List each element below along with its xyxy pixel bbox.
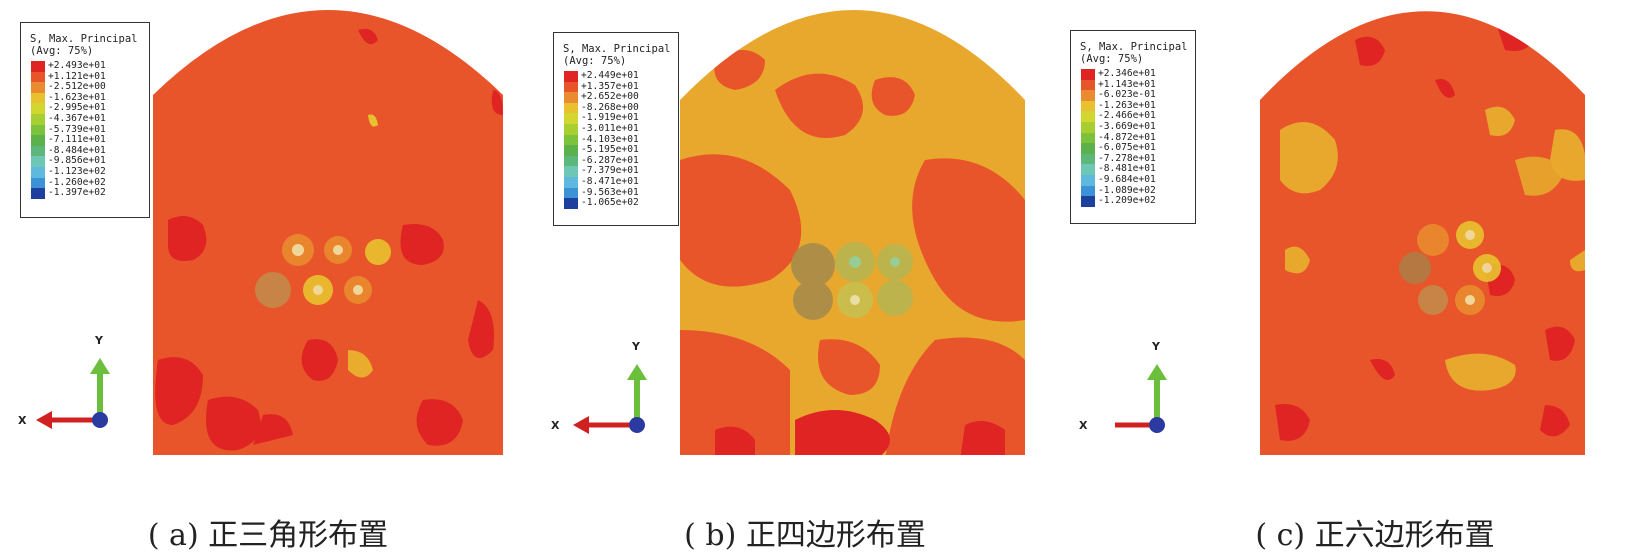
legend-value: -5.739e+01 bbox=[48, 123, 106, 135]
panel-a: Y X S, Max. Principal (Avg: 75%) +2.493e+… bbox=[8, 0, 528, 558]
legend-b: S, Max. Principal (Avg: 75%) +2.449e+01 +… bbox=[553, 32, 679, 226]
legend-title-line1: S, Max. Principal bbox=[563, 43, 671, 55]
legend-value: -1.123e+02 bbox=[48, 165, 106, 177]
stress-plot-c: Y bbox=[1115, 11, 1585, 456]
coordinate-triad-c: Y bbox=[1115, 340, 1167, 433]
legend-value: -1.397e+02 bbox=[48, 187, 106, 199]
legend-value: -1.065e+02 bbox=[581, 197, 639, 209]
legend-value: -6.075e+01 bbox=[1098, 142, 1156, 154]
legend-value: -4.872e+01 bbox=[1098, 131, 1156, 143]
legend-value: -3.011e+01 bbox=[581, 122, 639, 134]
legend-title-line2: (Avg: 75%) bbox=[1080, 53, 1144, 65]
x-axis-label: X bbox=[551, 419, 560, 432]
legend-value: -3.669e+01 bbox=[1098, 120, 1156, 132]
legend-value: -6.287e+01 bbox=[581, 154, 639, 166]
y-axis-label: Y bbox=[631, 340, 641, 353]
legend-value: -1.919e+01 bbox=[581, 112, 639, 124]
legend-value: -7.278e+01 bbox=[1098, 152, 1156, 164]
legend-title-line2: (Avg: 75%) bbox=[563, 55, 627, 67]
legend-value: -1.623e+01 bbox=[48, 91, 106, 103]
legend-value: -1.260e+02 bbox=[48, 176, 106, 188]
y-axis-label: Y bbox=[1151, 340, 1161, 353]
legend-value: -4.103e+01 bbox=[581, 133, 639, 145]
x-axis-label: X bbox=[18, 414, 27, 427]
caption-b: ( b) 正四边形布置 bbox=[684, 518, 926, 553]
legend-value: -8.481e+01 bbox=[1098, 163, 1156, 175]
legend-value: -4.367e+01 bbox=[48, 112, 106, 124]
legend-value: +1.143e+01 bbox=[1098, 78, 1156, 90]
legend-value: -8.471e+01 bbox=[581, 175, 639, 187]
x-axis-label-c-holder: X bbox=[1079, 419, 1088, 432]
stress-plot-b: Y X bbox=[551, 10, 1025, 455]
legend-value: +2.493e+01 bbox=[48, 60, 106, 71]
legend-value: -1.089e+02 bbox=[1098, 184, 1156, 196]
legend-title-line1: S, Max. Principal bbox=[30, 33, 138, 45]
legend-value: +1.357e+01 bbox=[581, 80, 639, 92]
panel-c: Y S, Max. Principal (Avg: 75%) +2.346e+01… bbox=[1070, 0, 1635, 558]
legend-value: +1.121e+01 bbox=[48, 70, 106, 82]
legend-title-line2: (Avg: 75%) bbox=[30, 45, 94, 57]
legend-value: -2.512e+00 bbox=[48, 81, 106, 93]
legend-value: -1.209e+02 bbox=[1098, 195, 1156, 207]
legend-value: +2.652e+00 bbox=[581, 91, 639, 103]
legend-value: +2.346e+01 bbox=[1098, 68, 1156, 79]
legend-value: -8.268e+00 bbox=[581, 101, 639, 113]
y-axis-label: Y bbox=[94, 334, 104, 347]
legend-value: -7.379e+01 bbox=[581, 165, 639, 177]
caption-a: ( a) 正三角形布置 bbox=[147, 518, 389, 553]
coordinate-triad-a: Y X bbox=[18, 334, 110, 429]
legend-title-line1: S, Max. Principal bbox=[1080, 41, 1188, 53]
legend-value: -8.484e+01 bbox=[48, 144, 106, 156]
legend-value: -9.563e+01 bbox=[581, 186, 639, 198]
legend-value: -9.856e+01 bbox=[48, 155, 106, 167]
legend-value: -9.684e+01 bbox=[1098, 173, 1156, 185]
stress-plot-a: Y X bbox=[18, 10, 503, 455]
legend-value: -7.111e+01 bbox=[48, 134, 106, 146]
x-axis-label: X bbox=[1079, 419, 1088, 432]
legend-value: -2.995e+01 bbox=[48, 102, 106, 114]
legend-value: -5.195e+01 bbox=[581, 144, 639, 156]
panel-b: Y X S, Max. Principal (Avg: 75%) +2.449e+… bbox=[545, 0, 1065, 558]
legend-value: -1.263e+01 bbox=[1098, 99, 1156, 111]
caption-c: ( c) 正六边形布置 bbox=[1255, 518, 1495, 553]
coordinate-triad-b: Y X bbox=[551, 340, 647, 434]
legend-value: -2.466e+01 bbox=[1098, 110, 1156, 122]
legend-value: +2.449e+01 bbox=[581, 70, 639, 81]
legend-a: S, Max. Principal (Avg: 75%) +2.493e+01 +… bbox=[20, 22, 150, 218]
legend-value: -6.023e-01 bbox=[1098, 89, 1156, 101]
legend-c: S, Max. Principal (Avg: 75%) +2.346e+01 +… bbox=[1070, 30, 1196, 224]
